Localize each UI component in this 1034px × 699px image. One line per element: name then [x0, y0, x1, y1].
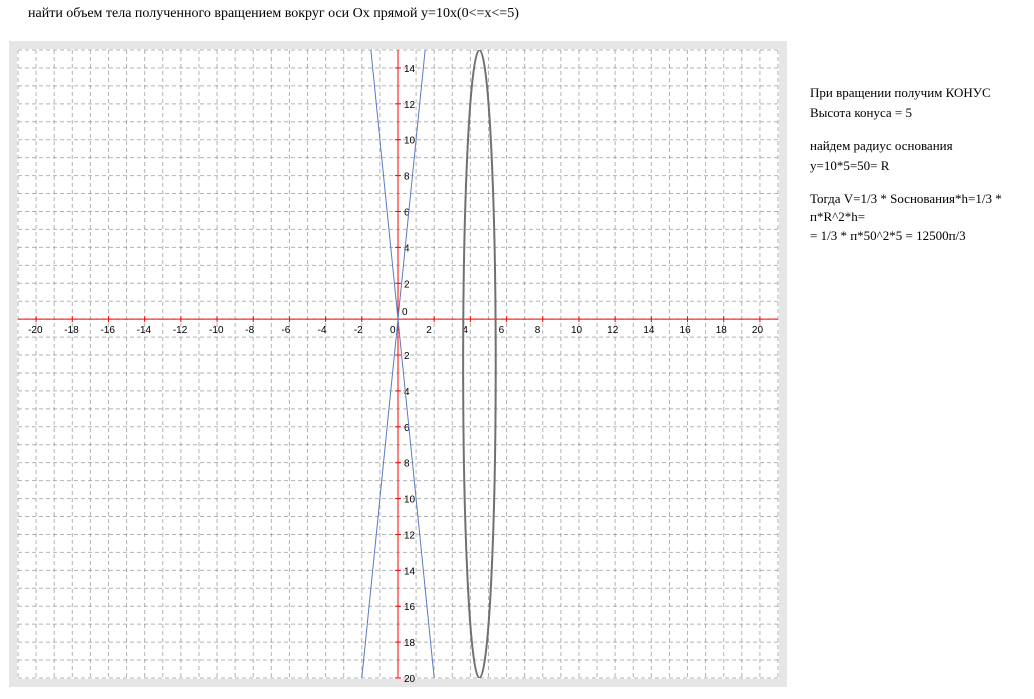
- svg-text:-18: -18: [64, 325, 79, 336]
- svg-text:2: 2: [404, 351, 410, 362]
- svg-text:14: 14: [643, 325, 655, 336]
- svg-text:10: 10: [404, 136, 416, 147]
- svg-text:16: 16: [680, 325, 692, 336]
- svg-text:18: 18: [404, 638, 416, 649]
- svg-text:20: 20: [752, 325, 764, 336]
- svg-text:10: 10: [571, 325, 583, 336]
- svg-text:-12: -12: [173, 325, 188, 336]
- solution-line: Тогда V=1/3 * Sоснования*h=1/3 * п*R^2*h…: [810, 190, 1030, 225]
- solution-line: При вращении получим КОНУС: [810, 84, 1030, 102]
- svg-text:6: 6: [499, 325, 505, 336]
- solution-line: Высота конуса = 5: [810, 104, 1030, 122]
- solution-line: найдем радиус основания: [810, 137, 1030, 155]
- solution-text: При вращении получим КОНУС Высота конуса…: [810, 84, 1030, 247]
- svg-text:12: 12: [404, 530, 416, 541]
- svg-text:8: 8: [404, 459, 410, 470]
- svg-text:10: 10: [404, 495, 416, 506]
- svg-text:8: 8: [535, 325, 541, 336]
- svg-text:-16: -16: [100, 325, 115, 336]
- graph-container: -20-18-16-14-12-10-8-6-4-202468101214161…: [8, 40, 788, 690]
- svg-text:-2: -2: [354, 325, 363, 336]
- svg-text:2: 2: [404, 279, 410, 290]
- svg-text:8: 8: [404, 172, 410, 183]
- svg-text:2: 2: [426, 325, 432, 336]
- solution-line: y=10*5=50= R: [810, 157, 1030, 175]
- problem-title: найти объем тела полученного вращением в…: [28, 6, 519, 22]
- svg-text:-14: -14: [137, 325, 152, 336]
- svg-text:20: 20: [404, 674, 416, 685]
- svg-text:0: 0: [402, 307, 408, 318]
- svg-text:12: 12: [607, 325, 619, 336]
- svg-text:18: 18: [716, 325, 728, 336]
- svg-text:12: 12: [404, 100, 416, 111]
- svg-text:-4: -4: [318, 325, 327, 336]
- svg-text:-8: -8: [245, 325, 254, 336]
- graph-plot: -20-18-16-14-12-10-8-6-4-202468101214161…: [8, 40, 788, 688]
- svg-text:16: 16: [404, 602, 416, 613]
- svg-text:14: 14: [404, 64, 416, 75]
- svg-text:-10: -10: [209, 325, 224, 336]
- solution-line: = 1/3 * п*50^2*5 = 12500п/3: [810, 227, 1030, 245]
- svg-text:0: 0: [390, 325, 396, 336]
- svg-text:-20: -20: [28, 325, 43, 336]
- svg-text:14: 14: [404, 566, 416, 577]
- svg-text:-6: -6: [281, 325, 290, 336]
